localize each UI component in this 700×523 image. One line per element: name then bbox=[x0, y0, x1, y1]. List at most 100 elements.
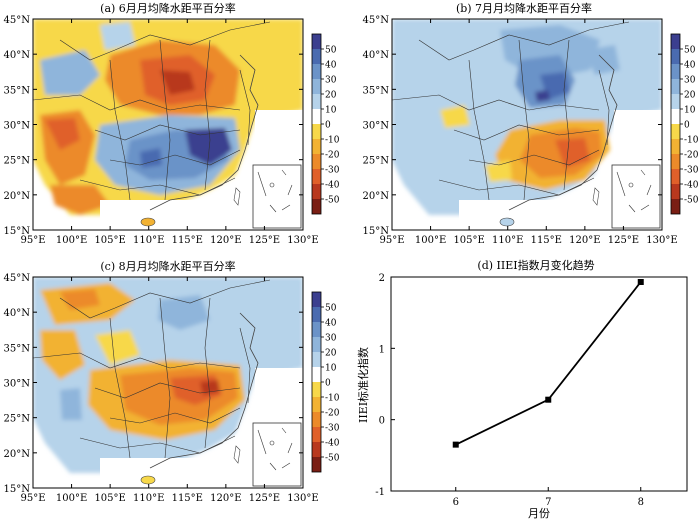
lat-label: 15°N bbox=[4, 484, 31, 495]
colorbar-label: 20 bbox=[325, 91, 337, 101]
colorbar-swatch bbox=[312, 94, 321, 109]
x-tick-label: 8 bbox=[638, 497, 644, 508]
colorbar-swatch bbox=[312, 397, 321, 412]
data-point bbox=[637, 278, 644, 285]
colorbar-swatch bbox=[671, 34, 680, 49]
lon-label: 110°E bbox=[133, 493, 164, 504]
lon-label: 105°E bbox=[453, 235, 484, 246]
colorbar-swatch bbox=[671, 49, 680, 64]
colorbar-swatch bbox=[312, 169, 321, 184]
colorbar-swatch bbox=[312, 427, 321, 442]
colorbar-c: 50 40 30 20 10 0 -10 -20 -30 -40 -50 bbox=[311, 291, 340, 473]
colorbar-label: -30 bbox=[325, 424, 340, 434]
data-point bbox=[452, 441, 459, 448]
chart-xlabel: 月份 bbox=[528, 507, 550, 520]
lat-label: 45°N bbox=[363, 15, 390, 26]
x-tick-label: 6 bbox=[453, 497, 459, 508]
lat-label: 30°N bbox=[4, 121, 31, 132]
colorbar-swatch bbox=[312, 292, 321, 307]
chart-frame bbox=[390, 276, 688, 492]
panel-b-map bbox=[392, 19, 662, 230]
panel-a: (a) 6月月均降水距平百分率 bbox=[4, 1, 319, 246]
lat-label: 20°N bbox=[4, 449, 31, 460]
lat-label: 35°N bbox=[4, 343, 31, 354]
hainan bbox=[140, 217, 156, 227]
lon-label: 120°E bbox=[569, 235, 600, 246]
lat-label: 40°N bbox=[4, 308, 31, 319]
lat-label: 45°N bbox=[4, 15, 31, 26]
panel-c-map bbox=[33, 277, 303, 488]
data-point bbox=[545, 396, 552, 403]
lat-label: 15°N bbox=[363, 226, 390, 237]
colorbar-swatch bbox=[312, 442, 321, 457]
colorbar-label: -20 bbox=[684, 151, 699, 161]
panel-a-title: (a) 6月月均降水距平百分率 bbox=[100, 1, 236, 15]
colorbar-swatch bbox=[312, 352, 321, 367]
colorbar-swatch bbox=[312, 64, 321, 79]
colorbar-label: -50 bbox=[325, 454, 340, 464]
lon-label: 100°E bbox=[56, 493, 87, 504]
colorbar-swatch bbox=[671, 64, 680, 79]
lon-label: 130°E bbox=[287, 493, 318, 504]
taiwan bbox=[233, 187, 241, 206]
colorbar-label: 0 bbox=[684, 121, 690, 131]
colorbar-label: -10 bbox=[684, 136, 699, 146]
colorbar-swatch bbox=[671, 124, 680, 139]
panel-c: (c) 8月月均降水距平百分率 bbox=[4, 259, 319, 504]
colorbar-swatch bbox=[312, 49, 321, 64]
colorbar-swatch bbox=[312, 367, 321, 382]
colorbar-label: 0 bbox=[325, 121, 331, 131]
colorbar-label: -30 bbox=[325, 166, 340, 176]
colorbar-label: 30 bbox=[325, 334, 337, 344]
chart-series bbox=[452, 278, 644, 448]
colorbar-label: 40 bbox=[325, 319, 337, 329]
lat-label: 30°N bbox=[363, 121, 390, 132]
lat-label: 35°N bbox=[4, 85, 31, 96]
colorbar-swatch bbox=[312, 199, 321, 214]
lon-label: 125°E bbox=[249, 493, 280, 504]
x-tick-label: 7 bbox=[545, 497, 551, 508]
colorbar-swatch bbox=[671, 94, 680, 109]
y-tick-label: 1 bbox=[379, 344, 385, 355]
y-tick-label: 2 bbox=[379, 273, 385, 284]
lon-label: 125°E bbox=[608, 235, 639, 246]
lon-label: 130°E bbox=[646, 235, 677, 246]
series-line bbox=[455, 281, 642, 446]
lon-label: 95°E bbox=[20, 235, 45, 246]
coastline bbox=[149, 54, 259, 211]
lon-label: 95°E bbox=[20, 493, 45, 504]
y-tick-label: -1 bbox=[375, 487, 385, 498]
chart-ylabel: IIEI标准化指数 bbox=[356, 347, 370, 423]
lon-label: 105°E bbox=[94, 493, 125, 504]
y-tick-label: 0 bbox=[379, 416, 385, 427]
colorbar-b: 50 40 30 20 10 0 -10 -20 -30 -40 -50 bbox=[670, 33, 699, 215]
lon-label: 95°E bbox=[379, 235, 404, 246]
colorbar-label: 40 bbox=[684, 61, 696, 71]
colorbar-label: -50 bbox=[684, 196, 699, 206]
lon-label: 130°E bbox=[287, 235, 318, 246]
colorbar-label: 10 bbox=[325, 364, 337, 374]
colorbar-label: 40 bbox=[325, 61, 337, 71]
chart-title: (d) IIEI指数月变化趋势 bbox=[477, 258, 594, 272]
lat-label: 30°N bbox=[4, 379, 31, 390]
colorbar-swatch bbox=[671, 169, 680, 184]
panel-a-axes: 45°N 40°N 35°N 30°N 25°N 20°N 15°N95°E 100°E 105… bbox=[4, 15, 319, 246]
colorbar-label: 20 bbox=[325, 349, 337, 359]
panel-c-title: (c) 8月月均降水距平百分率 bbox=[100, 259, 235, 273]
lat-label: 25°N bbox=[4, 414, 31, 425]
lat-label: 40°N bbox=[363, 50, 390, 61]
south-china-sea-inset bbox=[252, 164, 302, 229]
colorbar-swatch bbox=[312, 109, 321, 124]
colorbar-label: 0 bbox=[325, 379, 331, 389]
northwest-wet bbox=[40, 50, 100, 95]
colorbar-label: -50 bbox=[325, 196, 340, 206]
lat-label: 25°N bbox=[363, 156, 390, 167]
colorbar-label: -40 bbox=[325, 181, 340, 191]
colorbar-label: -20 bbox=[325, 151, 340, 161]
colorbar-swatch bbox=[671, 139, 680, 154]
colorbar-label: -10 bbox=[325, 136, 340, 146]
lat-label: 15°N bbox=[4, 226, 31, 237]
colorbar-label: 50 bbox=[684, 46, 696, 56]
lon-label: 115°E bbox=[531, 235, 562, 246]
colorbar-swatch bbox=[312, 184, 321, 199]
